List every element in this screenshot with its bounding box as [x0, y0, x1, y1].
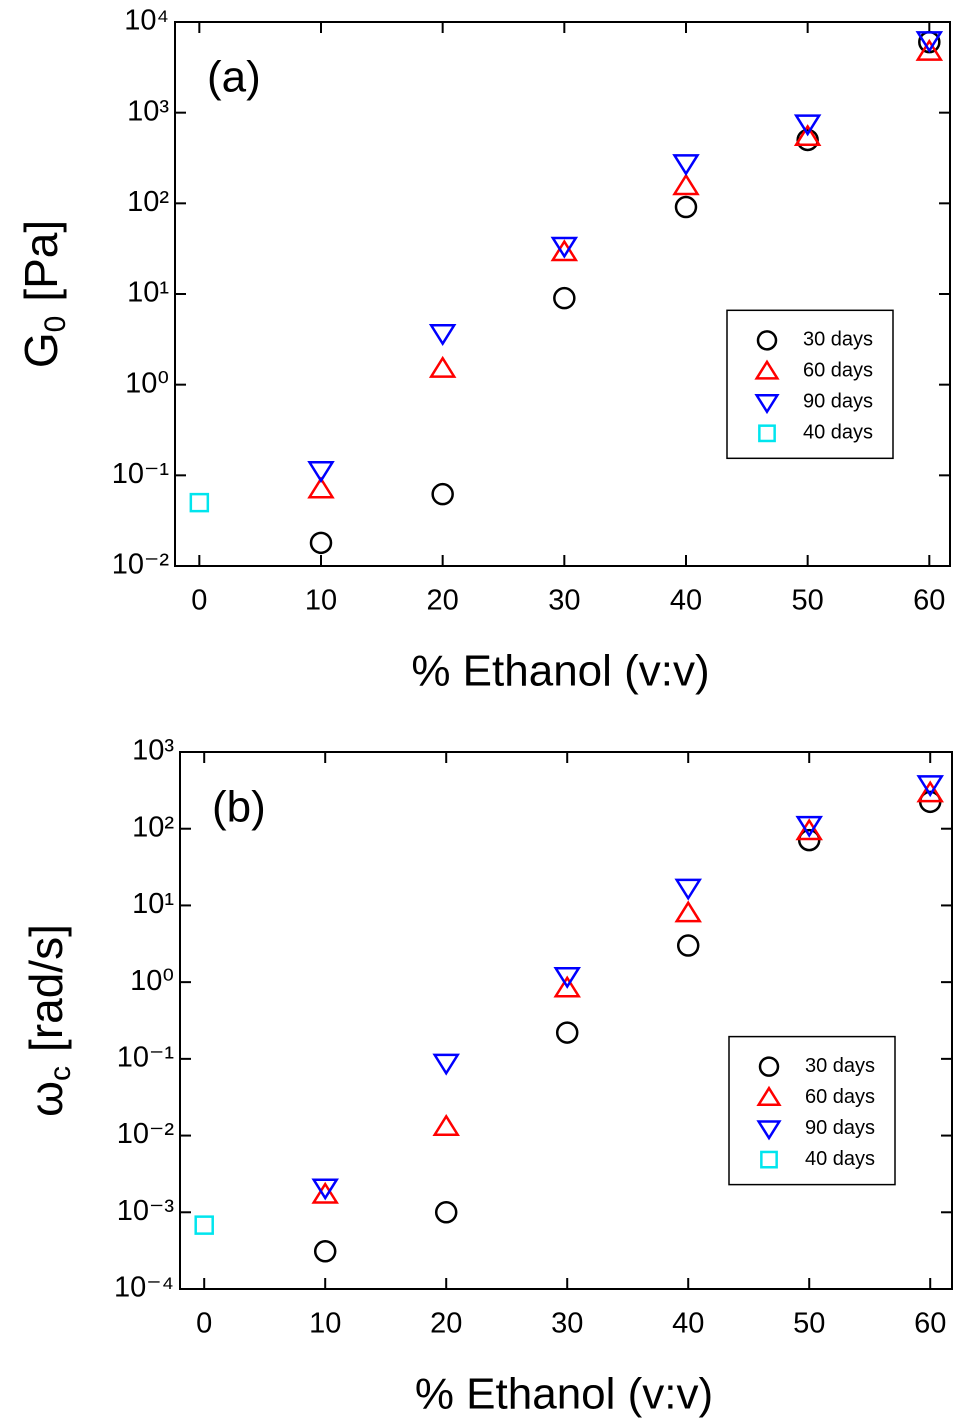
y-tick-label: 10⁴: [124, 5, 169, 37]
marker-circle: [553, 286, 576, 310]
x-tick-label: 20: [427, 585, 459, 617]
marker-triangle-up: [756, 1085, 782, 1106]
marker-triangle-up: [916, 780, 944, 803]
y-tick-label: 10⁰: [125, 367, 169, 399]
marker-triangle-up: [550, 239, 579, 262]
x-tick-label: 0: [196, 1308, 212, 1340]
marker-triangle-down: [674, 878, 702, 901]
x-tick-label: 60: [913, 585, 945, 617]
marker-triangle-down: [432, 1053, 460, 1076]
marker-triangle-down: [428, 324, 457, 347]
x-tick-label: 50: [793, 1308, 825, 1340]
panel-label: (b): [212, 783, 266, 832]
marker-circle: [758, 1056, 780, 1077]
marker-square: [758, 424, 776, 443]
marker-triangle-down: [756, 1120, 782, 1141]
x-tick-label: 0: [191, 585, 207, 617]
y-label-subscript: c: [44, 1066, 77, 1081]
legend-label: 60 days: [803, 360, 873, 382]
x-tick-label: 10: [309, 1308, 341, 1340]
marker-square: [189, 492, 210, 513]
x-tick-label: 30: [548, 585, 580, 617]
y-tick-label: 10¹: [127, 277, 169, 309]
panel-label: (a): [207, 53, 261, 102]
x-tick-label: 40: [672, 1308, 704, 1340]
marker-circle: [676, 934, 700, 957]
y-tick-label: 10¹: [132, 888, 174, 920]
marker-triangle-up: [754, 359, 780, 380]
y-tick-label: 10²: [127, 186, 169, 218]
marker-triangle-up: [307, 476, 335, 499]
y-tick-label: 10⁻⁴: [114, 1272, 174, 1304]
marker-triangle-down: [550, 236, 579, 259]
y-tick-label: 10²: [132, 811, 174, 843]
marker-triangle-down: [916, 775, 944, 798]
y-tick-label: 10³: [127, 95, 169, 127]
marker-square: [194, 1215, 214, 1235]
legend-box: [728, 1035, 896, 1186]
marker-circle: [796, 128, 819, 152]
x-axis-label: % Ethanol (v:v): [415, 1370, 713, 1419]
y-axis-label: G0 [Pa]: [15, 220, 72, 368]
marker-circle: [431, 482, 454, 506]
x-tick-label: 60: [914, 1308, 946, 1340]
y-tick-label: 10³: [132, 735, 174, 767]
legend-box: [726, 309, 894, 460]
y-tick-label: 10⁻¹: [112, 458, 170, 490]
marker-circle: [313, 1240, 337, 1263]
x-tick-label: 40: [670, 585, 702, 617]
y-label-symbol: ω: [20, 1081, 72, 1117]
marker-circle: [674, 195, 698, 219]
y-tick-label: 10⁻²: [117, 1118, 175, 1150]
x-tick-label: 20: [430, 1308, 462, 1340]
marker-circle: [309, 531, 333, 555]
legend-label: 40 days: [803, 422, 873, 444]
y-axis-label: ωc [rad/s]: [20, 924, 77, 1117]
legend-label: 30 days: [803, 329, 873, 351]
marker-triangle-down: [795, 815, 823, 838]
y-label-symbol: G: [15, 332, 67, 368]
marker-triangle-down: [754, 393, 780, 415]
marker-square: [760, 1150, 778, 1169]
marker-triangle-up: [674, 900, 702, 923]
x-tick-label: 10: [305, 585, 337, 617]
marker-triangle-down: [793, 114, 822, 137]
y-tick-label: 10⁻¹: [117, 1042, 175, 1074]
marker-triangle-down: [307, 461, 335, 484]
legend-label: 40 days: [805, 1148, 875, 1170]
marker-triangle-up: [428, 355, 457, 378]
legend-label: 30 days: [805, 1055, 875, 1077]
marker-triangle-up: [672, 173, 700, 196]
marker-triangle-up: [432, 1113, 460, 1136]
legend-label: 90 days: [805, 1117, 875, 1139]
marker-triangle-up: [915, 38, 944, 61]
x-tick-label: 30: [551, 1308, 583, 1340]
legend-label: 60 days: [805, 1086, 875, 1108]
y-label-unit: [Pa]: [15, 220, 67, 302]
marker-circle: [434, 1201, 458, 1224]
y-label-subscript: 0: [39, 316, 72, 333]
marker-triangle-down: [672, 154, 700, 177]
x-axis-label: % Ethanol (v:v): [411, 647, 709, 696]
marker-circle: [555, 1021, 579, 1044]
marker-triangle-down: [311, 1178, 339, 1201]
marker-triangle-down: [553, 966, 581, 989]
marker-circle: [756, 330, 778, 351]
y-tick-label: 10⁻²: [112, 549, 170, 581]
marker-triangle-up: [311, 1181, 339, 1204]
marker-triangle-down: [915, 31, 944, 54]
y-tick-label: 10⁰: [130, 965, 174, 997]
marker-triangle-up: [793, 124, 822, 147]
x-tick-label: 50: [792, 585, 824, 617]
marker-triangle-up: [553, 975, 581, 998]
y-tick-label: 10⁻³: [117, 1195, 175, 1227]
marker-triangle-up: [795, 818, 823, 841]
y-label-unit: [rad/s]: [20, 924, 72, 1052]
plot-frame: [179, 751, 953, 1290]
legend-label: 90 days: [803, 391, 873, 413]
plot-frame: [174, 21, 951, 567]
